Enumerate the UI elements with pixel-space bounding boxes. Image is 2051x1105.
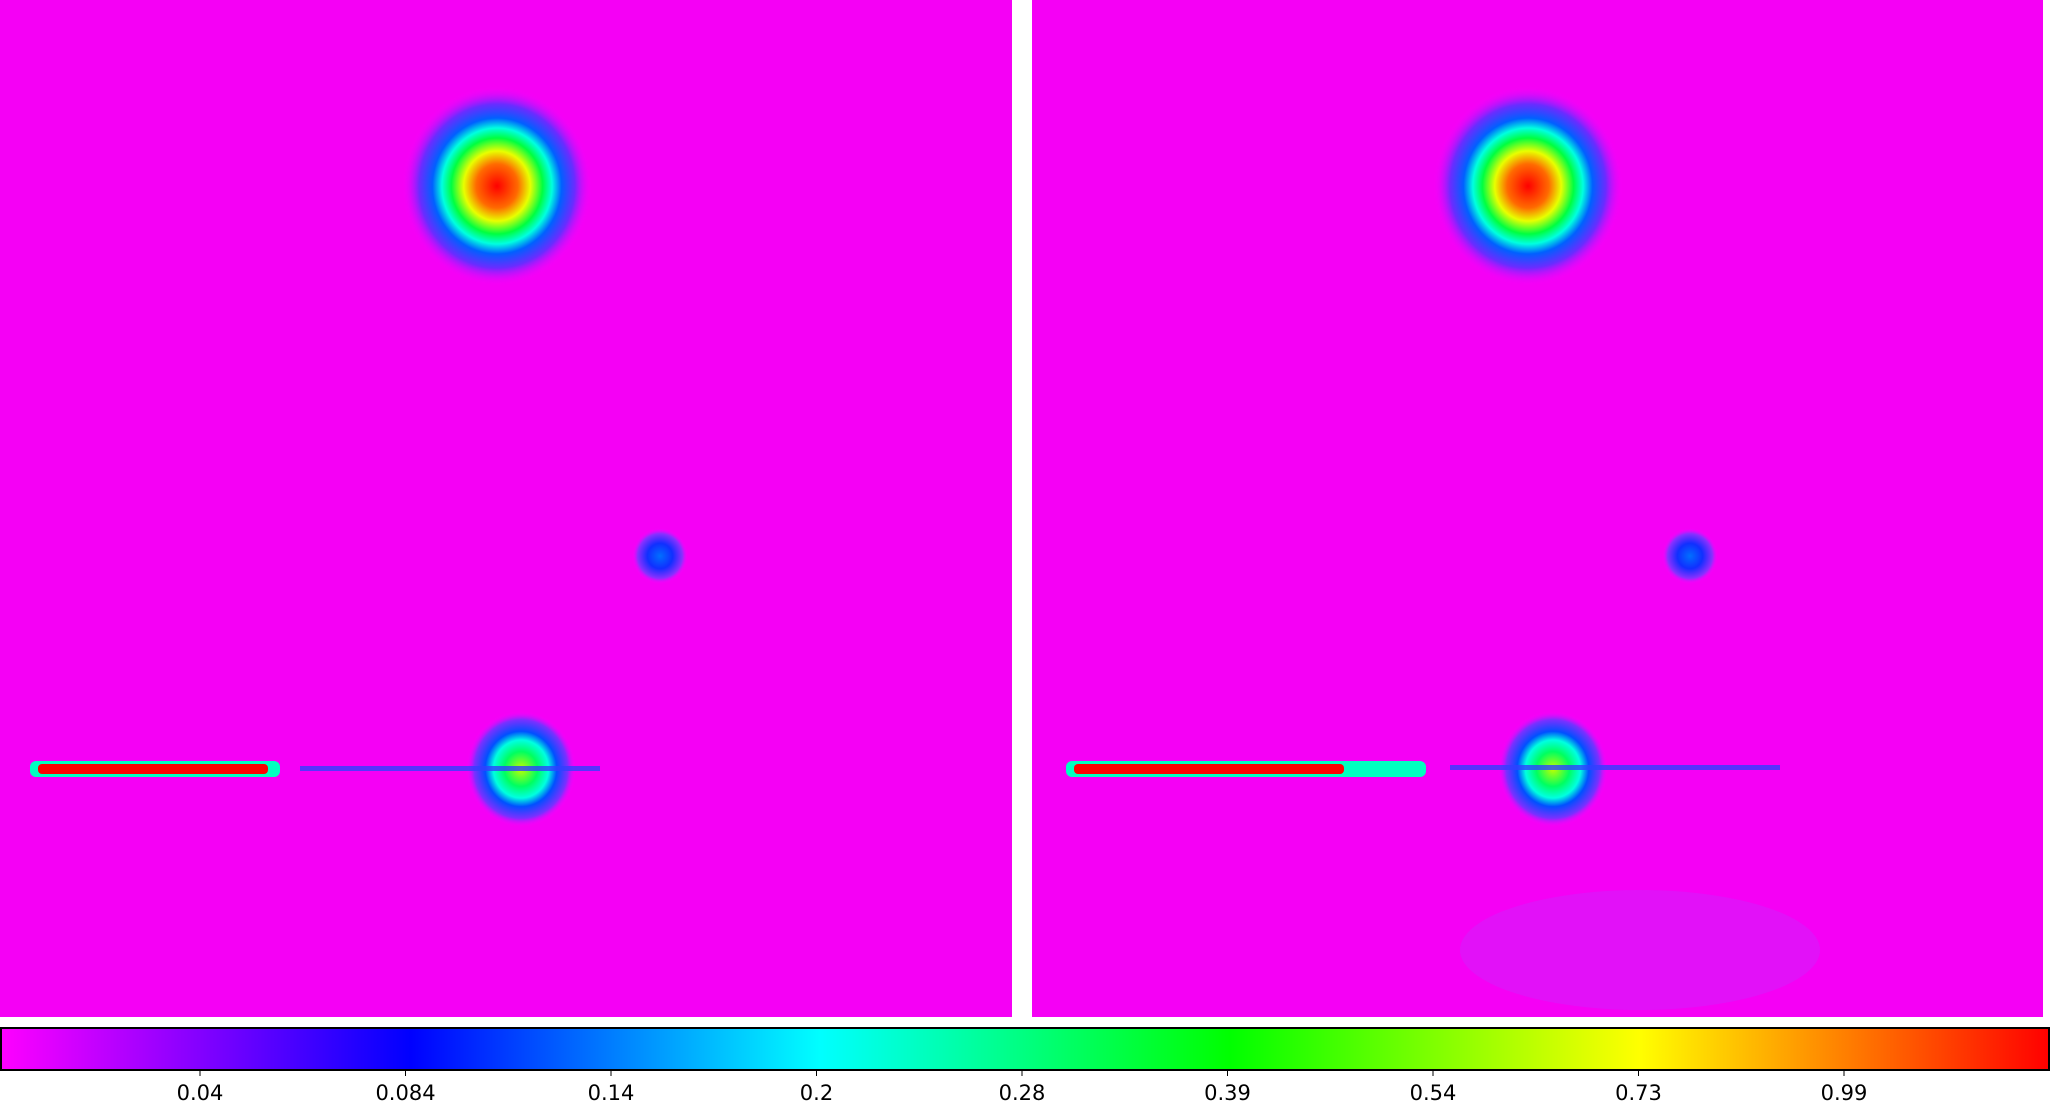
colorbar-tick-label: 0.73 xyxy=(1615,1081,1662,1105)
colorbar-tick-label: 0.39 xyxy=(1204,1081,1251,1105)
colorbar-tick-label: 0.04 xyxy=(177,1081,224,1105)
colorbar-tick-label: 0.2 xyxy=(800,1081,833,1105)
colorbar-tick-label: 0.54 xyxy=(1410,1081,1457,1105)
diffuse-glow xyxy=(1460,890,1820,1010)
streak-core xyxy=(1074,764,1344,774)
faint-source xyxy=(1662,528,1718,584)
left-frame xyxy=(0,0,1012,1017)
bright-source xyxy=(1433,86,1623,286)
streak-trail xyxy=(1450,765,1780,770)
faint-source xyxy=(632,528,688,584)
colorbar-tick-label: 0.14 xyxy=(588,1081,635,1105)
colorbar-tick-label: 0.99 xyxy=(1821,1081,1868,1105)
streak-trail xyxy=(300,766,600,771)
streak-core xyxy=(38,764,268,774)
colorbar-tick-label: 0.084 xyxy=(375,1081,435,1105)
bright-source xyxy=(402,86,592,286)
colorbar-tick-label: 0.28 xyxy=(999,1081,1046,1105)
colorbar xyxy=(0,1027,2050,1071)
right-frame xyxy=(1032,0,2043,1017)
